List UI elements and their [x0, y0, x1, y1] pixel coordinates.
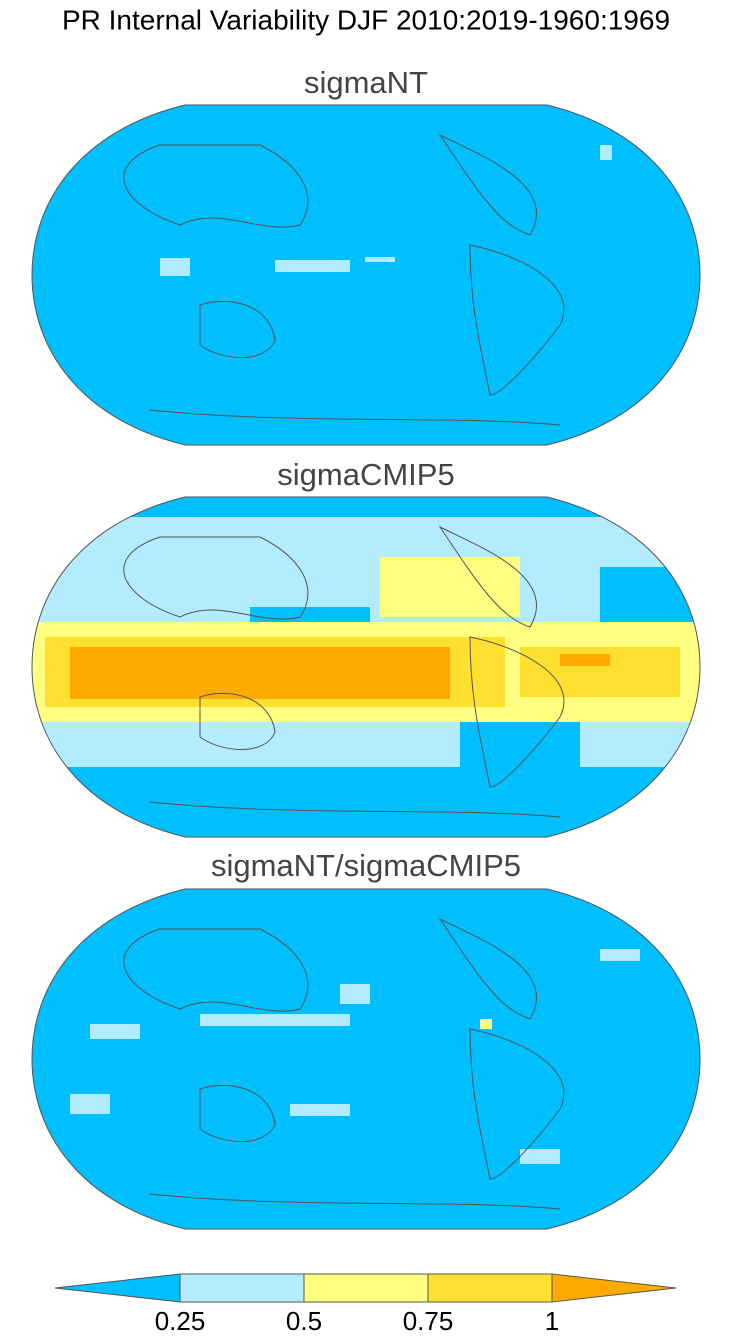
map-panel [31, 888, 701, 1230]
panel-title: sigmaNT/sigmaCMIP5 [211, 848, 521, 883]
colorbar: 0.25 0.5 0.75 1 [54, 1273, 677, 1336]
colorbar-label: 0.25 [155, 1306, 206, 1336]
colorbar-box [427, 1273, 553, 1303]
colorbar-label: 1 [545, 1306, 559, 1336]
panel-title: sigmaCMIP5 [277, 457, 454, 492]
colorbar-box [179, 1273, 305, 1303]
figure-title: PR Internal Variability DJF 2010:2019-19… [62, 4, 670, 35]
colorbar-box [303, 1273, 429, 1303]
colorbar-label: 0.75 [403, 1306, 454, 1336]
colorbar-label: 0.5 [286, 1306, 322, 1336]
map-panel [31, 496, 701, 838]
colorbar-extend [54, 1273, 181, 1303]
map-panel [31, 104, 701, 446]
colorbar-extend [551, 1273, 677, 1303]
panel-title: sigmaNT [304, 65, 428, 100]
